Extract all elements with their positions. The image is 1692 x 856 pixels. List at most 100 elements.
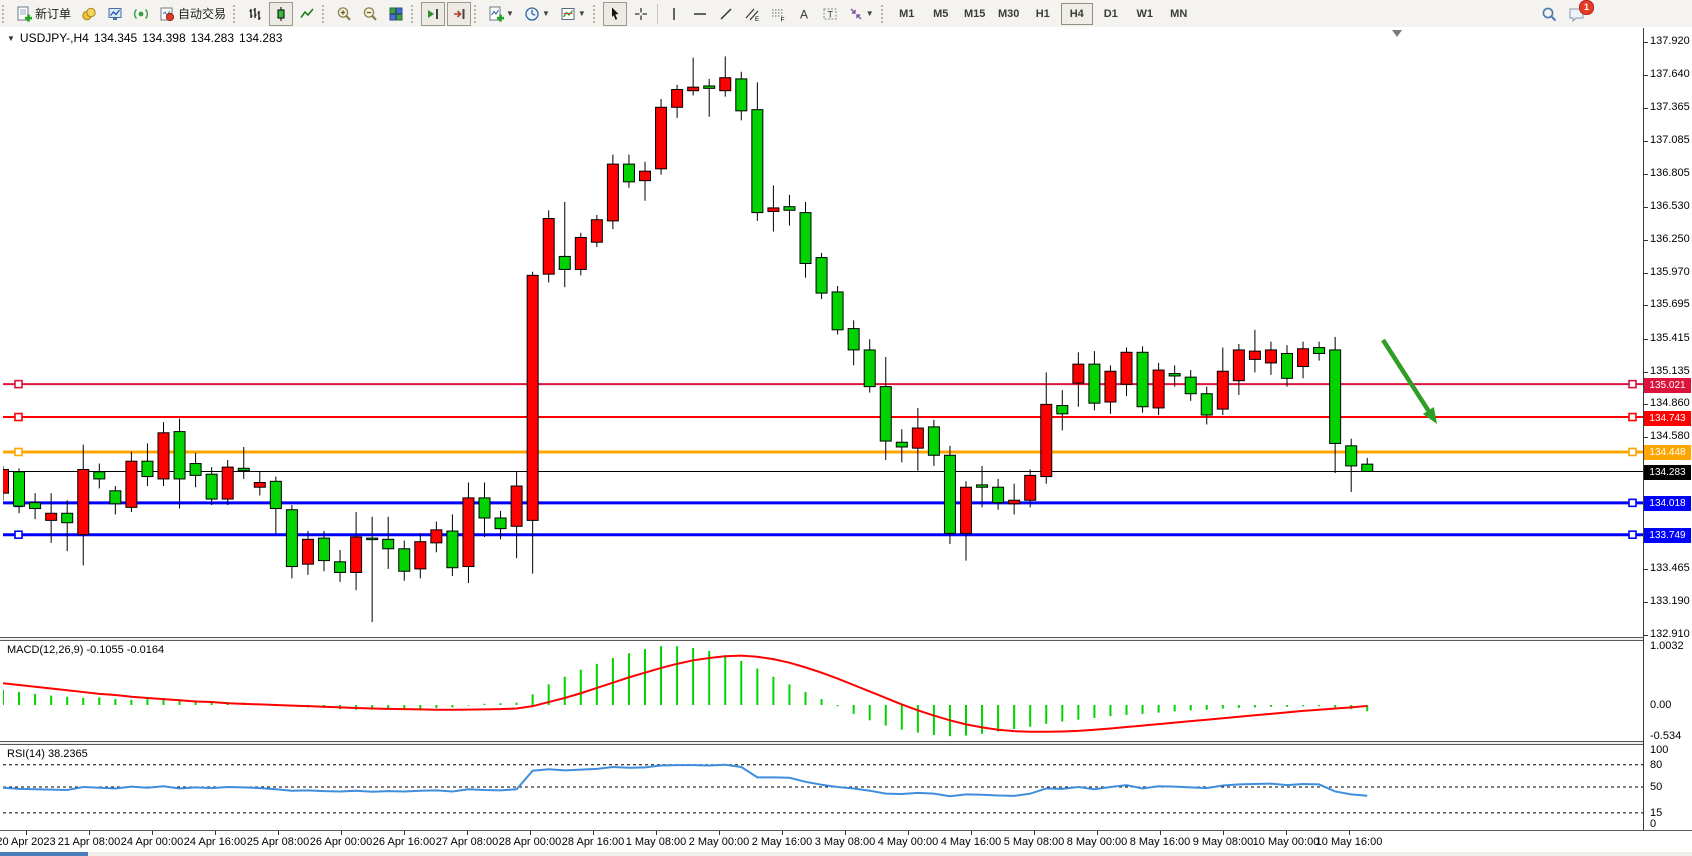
rsi-label: RSI(14) 38.2365 xyxy=(7,748,88,760)
timeframe-m5[interactable]: M5 xyxy=(933,7,949,20)
candle-body-bull xyxy=(767,207,780,212)
toolbar-grip[interactable] xyxy=(2,4,9,23)
timeframe-m30[interactable]: M30 xyxy=(998,7,1020,20)
chart-close-value: 134.283 xyxy=(239,31,283,45)
time-axis-label: 4 May 16:00 xyxy=(940,836,1002,848)
search-button[interactable] xyxy=(1537,2,1562,26)
time-axis-label: 20 Apr 2023 xyxy=(0,836,56,848)
toolbar-grip[interactable] xyxy=(233,4,240,23)
zoom-in-button[interactable] xyxy=(332,2,356,26)
time-axis-tick xyxy=(467,831,468,835)
candlestick-chart-button[interactable] xyxy=(269,1,294,26)
one-click-trading-toggle[interactable]: ▼ xyxy=(7,33,15,43)
time-axis-tick xyxy=(152,831,153,835)
toolbar-grip[interactable] xyxy=(880,4,888,23)
rsi-axis-label: 0 xyxy=(1650,818,1657,830)
toolbar-grip[interactable] xyxy=(411,4,418,23)
line-handle[interactable] xyxy=(14,412,23,422)
signals-button[interactable] xyxy=(129,2,153,26)
auto-scroll-button[interactable] xyxy=(447,1,472,26)
templates-button[interactable]: ▼ xyxy=(556,2,590,26)
candle-body-bull xyxy=(157,432,170,480)
arrow-annotation-head[interactable] xyxy=(1422,407,1437,424)
chart-open-value: 134.345 xyxy=(93,31,138,45)
time-axis-label: 26 Apr 00:00 xyxy=(309,836,373,848)
autotrading-button[interactable]: 自动交易 xyxy=(155,2,230,26)
candle-body-bear xyxy=(1088,363,1101,404)
price-axis-tick xyxy=(1644,635,1648,636)
candle-body-bull xyxy=(301,538,314,565)
toolbar-grip[interactable] xyxy=(474,4,481,23)
line-handle[interactable] xyxy=(1628,379,1637,389)
chart-title: ▼ USDJPY-,H4 134.345 134.398 134.283 134… xyxy=(7,31,282,45)
candle-body-bear xyxy=(815,257,828,294)
timeframe-h4[interactable]: H4 xyxy=(1060,2,1093,25)
cursor-button[interactable] xyxy=(602,1,627,26)
time-axis[interactable]: 20 Apr 2023 21 Apr 08:00 24 Apr 00:00 24 Ap… xyxy=(0,831,1643,852)
line-chart-button[interactable] xyxy=(295,2,319,26)
zoom-out-button[interactable] xyxy=(358,2,382,26)
indicators-button[interactable]: ▼ xyxy=(484,2,518,26)
price-badge: 135.021 xyxy=(1644,377,1691,393)
time-axis-tick xyxy=(1286,831,1287,835)
arrows-button[interactable]: ▼ xyxy=(844,2,878,26)
candle-body-bear xyxy=(751,109,764,214)
time-axis-tick xyxy=(1349,831,1350,835)
candle-body-bull xyxy=(639,170,651,182)
timeframe-mn[interactable]: MN xyxy=(1170,7,1188,20)
bar-chart-button[interactable] xyxy=(243,2,267,26)
candle-body-bear xyxy=(478,497,491,519)
chart-shift-button[interactable] xyxy=(421,1,446,26)
macd-pane[interactable] xyxy=(3,641,1643,741)
periods-button[interactable]: ▼ xyxy=(520,2,554,26)
candle-body-bear xyxy=(735,78,748,112)
notifications-button[interactable]: 1 xyxy=(1564,0,1594,26)
candle-body-bull xyxy=(1024,474,1037,501)
price-badge: 133.749 xyxy=(1644,528,1691,544)
timeframe-m15[interactable]: M15 xyxy=(964,7,986,20)
toolbar-grip[interactable] xyxy=(322,4,329,23)
timeframe-d1[interactable]: D1 xyxy=(1103,7,1118,20)
candle-body-bull xyxy=(687,86,700,92)
candle-body-bear xyxy=(783,206,796,211)
timeframe-m1[interactable]: M1 xyxy=(899,7,915,20)
line-handle[interactable] xyxy=(1628,530,1637,539)
candle-body-bear xyxy=(29,502,42,510)
line-handle[interactable] xyxy=(1628,447,1637,457)
line-handle[interactable] xyxy=(14,447,23,457)
new-order-button[interactable]: 新订单 xyxy=(12,2,75,26)
text-button[interactable]: A xyxy=(792,2,816,26)
pane-splitter[interactable] xyxy=(0,637,1692,641)
horizontal-line-button[interactable] xyxy=(688,2,712,26)
tile-windows-button[interactable] xyxy=(384,2,408,26)
new-order-label: 新订单 xyxy=(35,7,72,21)
svg-text:E: E xyxy=(755,17,759,22)
time-axis-label: 24 Apr 00:00 xyxy=(120,836,184,848)
crosshair-button[interactable] xyxy=(629,2,653,26)
time-axis-tick xyxy=(656,831,657,835)
toolbar-grip[interactable] xyxy=(592,4,600,23)
trendline-button[interactable] xyxy=(714,2,738,26)
rsi-axis-label: 15 xyxy=(1650,806,1663,819)
line-handle[interactable] xyxy=(14,530,23,539)
arrow-annotation[interactable] xyxy=(1381,338,1433,416)
mql-market-button[interactable] xyxy=(77,2,101,26)
vertical-line-button[interactable] xyxy=(662,2,686,26)
candle-body-bear xyxy=(1313,347,1326,354)
text-label-icon: T xyxy=(822,6,838,22)
rsi-pane[interactable] xyxy=(3,745,1643,830)
text-label-button[interactable]: T xyxy=(818,2,842,26)
line-handle[interactable] xyxy=(14,379,23,389)
candle-body-bull xyxy=(1072,363,1085,384)
timeframe-h1[interactable]: H1 xyxy=(1035,7,1050,20)
equidistant-channel-button[interactable]: E xyxy=(740,2,764,26)
fibonacci-button[interactable]: F xyxy=(766,2,790,26)
candle-body-bear xyxy=(1281,352,1293,379)
price-axis[interactable]: 137.920 137.640 137.365 137.085 136.805 136.5… xyxy=(1644,28,1692,830)
line-handle[interactable] xyxy=(1628,498,1637,508)
timeframe-w1[interactable]: W1 xyxy=(1136,7,1153,20)
price-chart-pane[interactable] xyxy=(3,28,1643,637)
economic-news-button[interactable] xyxy=(103,2,127,26)
line-handle[interactable] xyxy=(1628,412,1637,422)
pane-splitter[interactable] xyxy=(0,741,1692,745)
